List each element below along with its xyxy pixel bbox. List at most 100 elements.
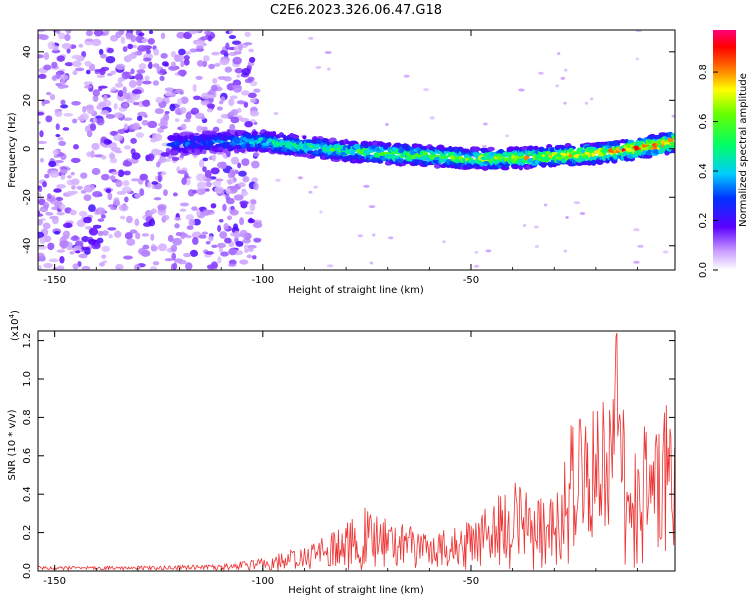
spectrogram-noise-cell xyxy=(218,218,224,223)
spectrogram-noise-cell xyxy=(101,230,109,236)
spectrogram-noise-cell xyxy=(89,123,97,132)
spectrogram-noise-cell xyxy=(538,71,544,75)
spectrogram-noise-cell xyxy=(210,167,220,175)
spectrogram-noise-cell xyxy=(92,89,100,97)
spectrogram-noise-cell xyxy=(130,34,137,43)
spectrogram-noise-cell xyxy=(127,43,134,50)
spectrogram-noise-cell xyxy=(234,169,239,174)
spectrogram-noise-cell xyxy=(201,92,211,100)
spectrogram-noise-cell xyxy=(175,232,183,237)
spectrogram-noise-cell xyxy=(141,38,149,43)
spectrogram-noise-cell xyxy=(159,155,167,164)
spectrogram-noise-cell xyxy=(180,123,187,131)
spectrogram-noise-cell xyxy=(243,42,253,46)
spectrogram-noise-cell xyxy=(155,161,161,168)
spectrogram-ridge-cell xyxy=(201,149,207,155)
spectrogram-noise-cell xyxy=(92,94,99,102)
spectrogram-noise-cell xyxy=(136,79,143,87)
spectrogram-noise-cell xyxy=(251,160,260,169)
spectrogram-ridge-cell xyxy=(292,134,300,139)
spectrogram-noise-cell xyxy=(117,169,125,178)
spectrogram-noise-cell xyxy=(78,253,88,259)
spectrogram-noise-cell xyxy=(244,249,249,253)
spectrogram-noise-cell xyxy=(45,115,53,123)
spectrogram-ridge-cell xyxy=(350,149,355,156)
spectrogram-noise-cell xyxy=(190,107,200,116)
spectrogram-noise-cell xyxy=(226,215,233,221)
snr-panel: -150 -100 -50 0.0 0.2 0.4 0.6 0.8 1.0 1.2 Height… xyxy=(7,310,676,596)
spectrogram-noise-cell xyxy=(101,245,111,252)
spectrogram-noise-cell xyxy=(211,153,217,162)
spectrogram-noise-cell xyxy=(38,264,43,270)
spectrogram-noise-cell xyxy=(39,206,49,213)
spectrogram-noise-cell xyxy=(134,193,141,199)
spectrogram-noise-cell xyxy=(176,31,186,39)
spectrogram-noise-cell xyxy=(220,251,229,257)
spectrogram-noise-cell xyxy=(222,203,227,212)
spectrogram-noise-cell xyxy=(48,258,59,263)
spectrogram-noise-cell xyxy=(71,185,76,190)
spectrogram-noise-cell xyxy=(152,80,160,86)
colorbar-ticks: 0.0 0.2 0.4 0.6 0.8 xyxy=(698,64,718,278)
spectrogram-noise-cell xyxy=(229,95,238,100)
spectrogram-noise-cell xyxy=(162,214,170,221)
spectrogram-noise-cell xyxy=(179,107,187,114)
spectrogram-noise-cell xyxy=(98,87,103,92)
spectrogram-noise-cell xyxy=(482,145,487,149)
spectrogram-noise-cell xyxy=(56,265,65,270)
spectrogram-noise-cell xyxy=(230,109,239,116)
spectrogram-noise-cell xyxy=(172,192,178,197)
spectrogram-noise-cell xyxy=(133,264,141,270)
spectrogram-noise-cell xyxy=(84,85,93,89)
spectrogram-noise-cell xyxy=(219,231,228,239)
spectrogram-noise-cell xyxy=(228,52,238,57)
spectrogram-noise-cell xyxy=(183,54,190,61)
spectrogram-noise-cell xyxy=(275,178,281,182)
spectrogram-noise-cell xyxy=(112,199,121,207)
spectrogram-noise-cell xyxy=(172,262,178,270)
spectrogram-noise-cell xyxy=(100,53,107,59)
spectrogram-noise-cell xyxy=(132,101,140,106)
spectrogram-noise-cell xyxy=(63,112,74,117)
spectrogram-noise-cell xyxy=(149,210,154,216)
spectrogram-noise-cell xyxy=(233,223,239,231)
spectrogram-noise-cell xyxy=(141,119,149,126)
spectrogram-noise-cell xyxy=(565,216,569,220)
spectrogram-noise-cell xyxy=(113,103,118,110)
spectrogram-noise-cell xyxy=(228,263,237,267)
spectrogram-noise-cell xyxy=(38,54,44,59)
spectrogram-noise-cell xyxy=(147,38,155,45)
spectrogram-noise-cell xyxy=(208,235,214,242)
spectrogram-noise-cell xyxy=(160,32,166,40)
spectrogram-ridge-cell xyxy=(386,142,392,148)
spectrogram-noise-cell xyxy=(369,261,374,265)
spectrogram-noise-cell xyxy=(230,156,240,165)
spectrogram-noise-cell xyxy=(142,57,152,62)
x-tick-label: -50 xyxy=(463,275,479,286)
spectrogram-noise-cell xyxy=(204,30,212,35)
spectrogram-noise-cell xyxy=(147,120,158,129)
spectrogram-noise-cell xyxy=(327,67,331,71)
spectrogram-noise-cell xyxy=(39,237,46,245)
spectrogram-noise-cell xyxy=(518,88,525,92)
spectrogram-noise-cell xyxy=(51,206,59,210)
spectrogram-noise-cell xyxy=(64,33,71,42)
spectrogram-noise-cell xyxy=(123,255,133,260)
snr-y-ticks: 0.0 0.2 0.4 0.6 0.8 1.0 1.2 xyxy=(22,333,675,579)
spectrogram-noise-cell xyxy=(78,115,86,122)
spectrogram-noise-cell xyxy=(154,108,164,115)
spectrogram-noise-cell xyxy=(108,141,118,150)
spectrogram-noise-cell xyxy=(319,210,323,214)
spectrogram-noise-cell xyxy=(69,251,75,255)
spectrogram-noise-cell xyxy=(236,100,246,105)
spectrogram-noise-cell xyxy=(211,244,218,248)
spectrogram-noise-cell xyxy=(203,55,210,62)
spectrogram-noise-cell xyxy=(42,222,51,230)
spectrogram-noise-cell xyxy=(226,178,235,184)
colorbar-label: Normalized spectral amplitude xyxy=(738,73,749,227)
spectrogram-noise-cell xyxy=(212,181,222,187)
spectrogram-noise-cell xyxy=(208,209,214,214)
spectrogram-ridge-cell xyxy=(261,142,269,147)
spectrogram-noise-cell xyxy=(65,30,72,34)
spectrogram-noise-cell xyxy=(202,157,209,162)
